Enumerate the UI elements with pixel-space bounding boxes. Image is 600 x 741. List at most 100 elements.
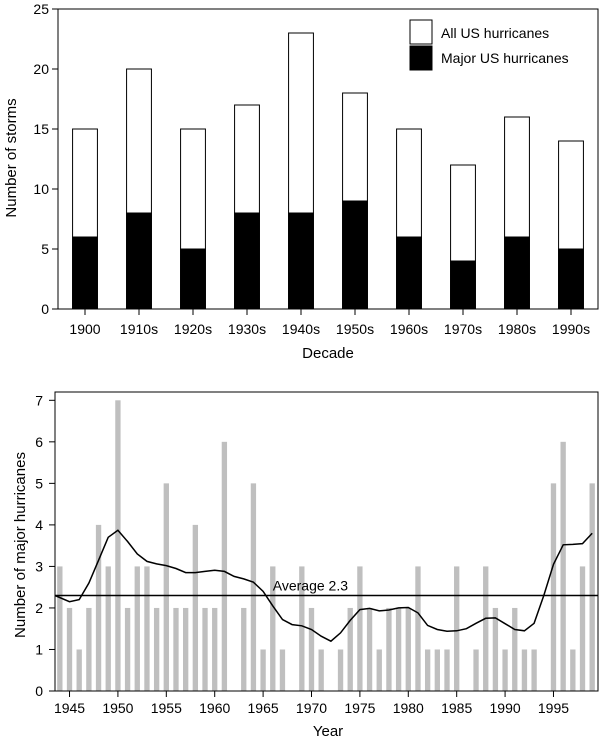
year-bar	[386, 607, 392, 691]
year-bar	[337, 649, 344, 691]
bottom-x-tick-label: 1975	[344, 700, 375, 716]
top-plot-frame	[57, 8, 599, 310]
year-bar	[550, 483, 557, 691]
bottom-x-tick-label: 1960	[199, 700, 230, 716]
year-bar	[366, 607, 373, 691]
top-y-tick-label: 15	[33, 121, 49, 137]
year-bar	[376, 649, 382, 691]
year-bar	[134, 566, 140, 691]
top-y-tick-label: 10	[33, 181, 49, 197]
year-bar	[115, 400, 121, 691]
top-x-axis-title: Decade	[302, 345, 354, 362]
bottom-y-axis-title: Number of major hurricanes	[12, 452, 29, 638]
bar-major-hurricanes	[558, 248, 584, 310]
bar-major-hurricanes	[450, 260, 476, 310]
year-bar	[502, 649, 508, 691]
year-bar	[415, 566, 421, 691]
bottom-x-tick-label: 1980	[393, 700, 424, 716]
top-x-tick-label: 1970s	[444, 321, 482, 337]
year-bar	[260, 649, 266, 691]
year-bar	[521, 649, 528, 691]
bar-major-hurricanes	[180, 248, 206, 310]
top-x-tick-label: 1900	[69, 321, 100, 337]
bottom-x-axis: 1945 1950 1955 1960 1965 1970 1975 1980 1985 1990…	[54, 691, 569, 716]
top-bars	[72, 32, 584, 310]
year-bar	[192, 524, 199, 691]
year-bar	[144, 566, 150, 691]
year-bar	[153, 607, 160, 691]
legend-item-major: Major US hurricanes	[409, 45, 569, 71]
bar-major-hurricanes	[72, 236, 98, 310]
legend: All US hurricanes Major US hurricanes	[409, 19, 569, 71]
bottom-x-axis-title: Year	[313, 723, 343, 740]
top-x-tick-label: 1980s	[498, 321, 536, 337]
bottom-plot-frame	[54, 391, 599, 692]
legend-item-all: All US hurricanes	[409, 19, 549, 45]
year-bar	[434, 649, 440, 691]
year-bar	[105, 566, 111, 691]
bar-major-hurricanes	[288, 212, 314, 310]
year-bar	[570, 649, 576, 691]
year-bar	[221, 441, 228, 691]
year-bar	[483, 566, 489, 691]
bottom-x-tick-label: 1985	[441, 700, 472, 716]
top-y-tick-label: 20	[33, 61, 49, 77]
year-bar	[76, 649, 82, 691]
year-bar	[424, 649, 431, 691]
year-bar	[66, 607, 73, 691]
top-x-axis: 1900 1910s 1920s 1930s 1940s 1950s 1960s 1970s 1…	[69, 309, 590, 337]
bar-major-hurricanes	[504, 236, 530, 310]
bottom-y-axis: 0 1 2 3 4 5 6 7	[35, 392, 55, 699]
year-bar	[444, 649, 450, 691]
legend-label-all: All US hurricanes	[441, 25, 549, 41]
bar-major-hurricanes	[342, 200, 368, 310]
year-bar	[347, 607, 353, 691]
legend-swatch-all	[409, 19, 433, 45]
bar-major-hurricanes	[126, 212, 152, 310]
bar-major-hurricanes	[234, 212, 260, 310]
top-y-tick-label: 0	[41, 301, 49, 317]
year-bar	[357, 566, 363, 691]
year-bar	[202, 607, 208, 691]
year-bar	[270, 566, 276, 691]
major-hurricanes-chart: Number of major hurricanes Year Average …	[12, 391, 599, 740]
year-bar	[589, 483, 595, 691]
bottom-y-tick-label: 7	[35, 392, 43, 408]
year-bar	[163, 483, 169, 691]
year-bar	[299, 566, 305, 691]
bottom-bars	[57, 400, 595, 691]
top-y-tick-label: 5	[41, 241, 49, 257]
bottom-x-tick-label: 1995	[538, 700, 569, 716]
top-x-tick-label: 1930s	[228, 321, 266, 337]
year-bar	[57, 566, 63, 691]
bottom-y-tick-label: 5	[35, 475, 43, 491]
year-bar	[395, 607, 402, 691]
top-x-tick-label: 1940s	[282, 321, 320, 337]
year-bar	[560, 441, 566, 691]
legend-label-major: Major US hurricanes	[441, 50, 569, 66]
bottom-y-tick-label: 3	[35, 558, 43, 574]
year-bar	[212, 607, 218, 691]
bottom-y-tick-label: 4	[35, 517, 43, 533]
top-x-tick-label: 1920s	[174, 321, 212, 337]
year-bar	[473, 649, 479, 691]
top-x-tick-label: 1950s	[336, 321, 374, 337]
top-y-axis: 0 5 10 15 20 25	[33, 1, 58, 317]
year-bar	[124, 607, 131, 691]
year-bar	[405, 607, 411, 691]
bar-major-hurricanes	[396, 236, 422, 310]
year-bar	[241, 607, 247, 691]
top-y-axis-title: Number of storms	[3, 98, 20, 217]
year-bar	[492, 607, 499, 691]
smoothed-trend-line	[54, 529, 593, 643]
bottom-y-tick-label: 6	[35, 434, 43, 450]
bottom-y-tick-label: 2	[35, 600, 43, 616]
top-x-tick-label: 1910s	[120, 321, 158, 337]
top-x-tick-label: 1960s	[390, 321, 428, 337]
legend-swatch-major	[409, 45, 433, 71]
bottom-x-tick-label: 1945	[54, 700, 85, 716]
year-bar	[279, 649, 286, 691]
year-bar	[512, 607, 518, 691]
